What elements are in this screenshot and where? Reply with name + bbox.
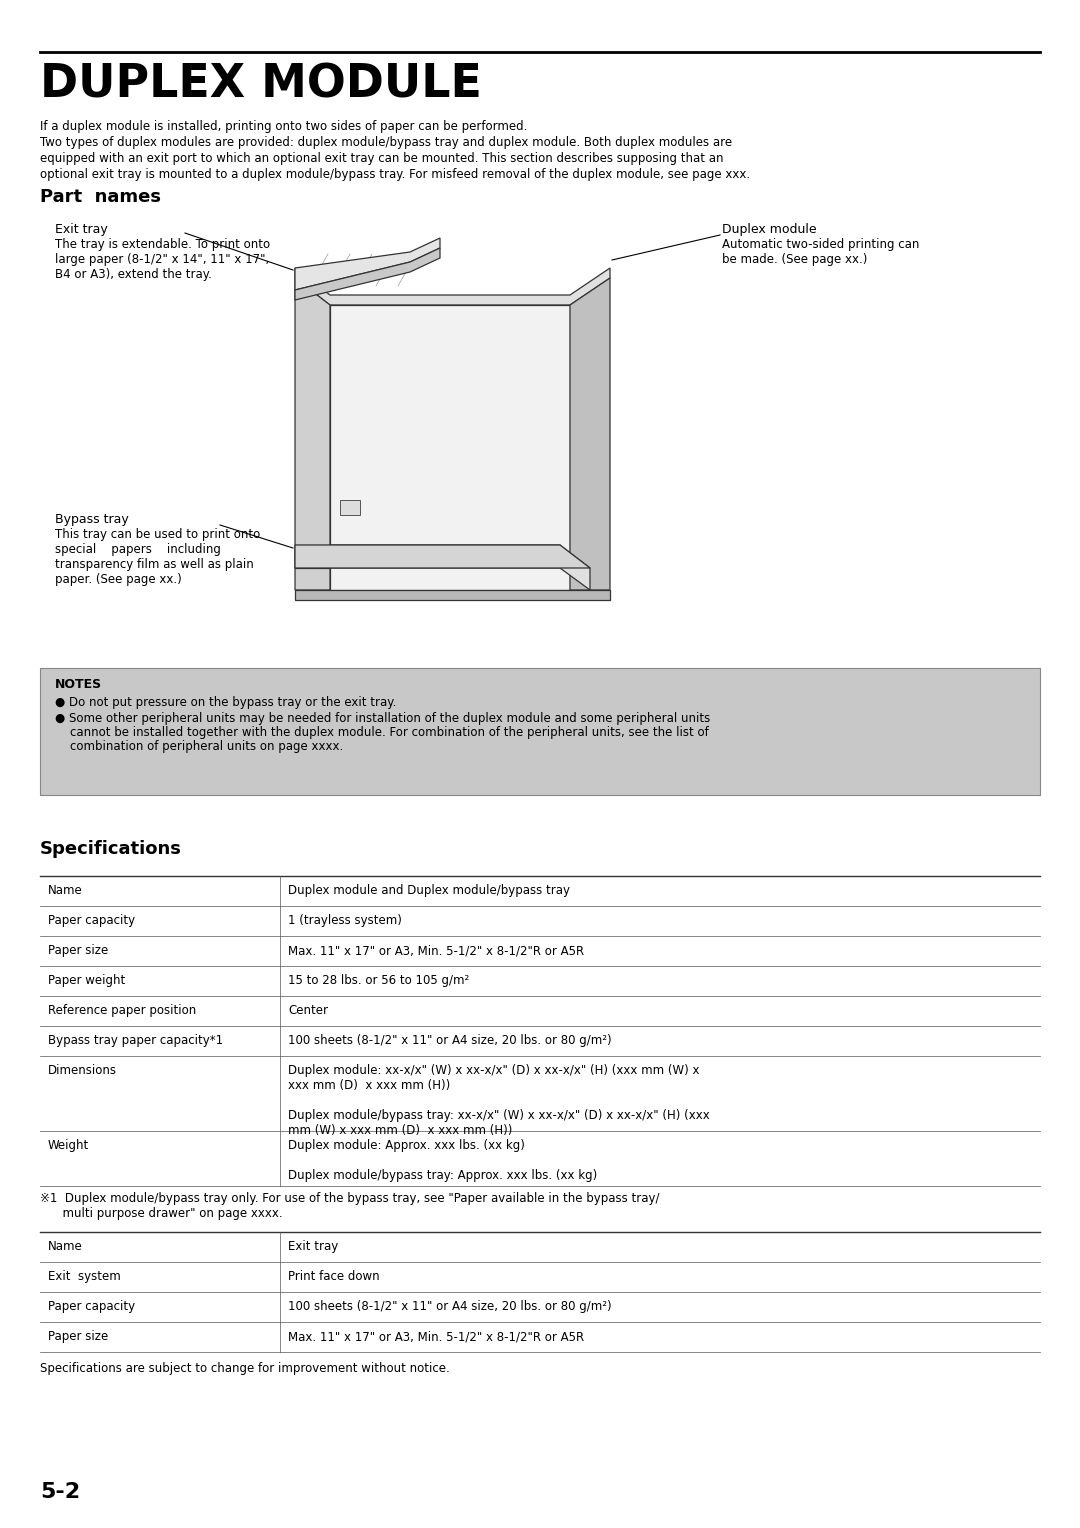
Text: The tray is extendable. To print onto
large paper (8-1/2" x 14", 11" x 17",
B4 o: The tray is extendable. To print onto la… <box>55 238 270 281</box>
Text: Name: Name <box>48 885 83 897</box>
Polygon shape <box>295 278 330 590</box>
Text: cannot be installed together with the duplex module. For combination of the peri: cannot be installed together with the du… <box>70 726 708 740</box>
Text: Weight: Weight <box>48 1138 90 1152</box>
Polygon shape <box>295 238 440 290</box>
Polygon shape <box>295 267 610 306</box>
Text: ● Do not put pressure on the bypass tray or the exit tray.: ● Do not put pressure on the bypass tray… <box>55 695 396 709</box>
Text: equipped with an exit port to which an optional exit tray can be mounted. This s: equipped with an exit port to which an o… <box>40 151 724 165</box>
Polygon shape <box>295 545 590 568</box>
Text: NOTES: NOTES <box>55 678 103 691</box>
Text: 5-2: 5-2 <box>40 1482 80 1502</box>
Text: 1 (trayless system): 1 (trayless system) <box>288 914 402 927</box>
Text: Part  names: Part names <box>40 188 161 206</box>
Polygon shape <box>340 500 360 515</box>
Text: Paper capacity: Paper capacity <box>48 914 135 927</box>
Text: Exit tray: Exit tray <box>55 223 108 235</box>
Text: Duplex module: Approx. xxx lbs. (xx kg)

Duplex module/bypass tray: Approx. xxx : Duplex module: Approx. xxx lbs. (xx kg) … <box>288 1138 597 1183</box>
Text: Name: Name <box>48 1241 83 1253</box>
Text: Automatic two-sided printing can
be made. (See page xx.): Automatic two-sided printing can be made… <box>723 238 919 266</box>
Text: This tray can be used to print onto
special    papers    including
transparency : This tray can be used to print onto spec… <box>55 529 260 587</box>
Text: 100 sheets (8-1/2" x 11" or A4 size, 20 lbs. or 80 g/m²): 100 sheets (8-1/2" x 11" or A4 size, 20 … <box>288 1300 611 1313</box>
Polygon shape <box>295 590 610 601</box>
Text: ● Some other peripheral units may be needed for installation of the duplex modul: ● Some other peripheral units may be nee… <box>55 712 711 724</box>
Text: 15 to 28 lbs. or 56 to 105 g/m²: 15 to 28 lbs. or 56 to 105 g/m² <box>288 973 469 987</box>
Text: optional exit tray is mounted to a duplex module/bypass tray. For misfeed remova: optional exit tray is mounted to a duple… <box>40 168 751 180</box>
FancyBboxPatch shape <box>40 668 1040 795</box>
Text: Dimensions: Dimensions <box>48 1063 117 1077</box>
Text: Paper weight: Paper weight <box>48 973 125 987</box>
Text: Max. 11" x 17" or A3, Min. 5-1/2" x 8-1/2"R or A5R: Max. 11" x 17" or A3, Min. 5-1/2" x 8-1/… <box>288 1329 584 1343</box>
Text: Paper size: Paper size <box>48 944 108 957</box>
Text: Paper size: Paper size <box>48 1329 108 1343</box>
Polygon shape <box>330 306 570 590</box>
Text: Reference paper position: Reference paper position <box>48 1004 197 1018</box>
Text: If a duplex module is installed, printing onto two sides of paper can be perform: If a duplex module is installed, printin… <box>40 121 527 133</box>
Text: Specifications: Specifications <box>40 840 181 859</box>
Text: Duplex module: Duplex module <box>723 223 816 235</box>
Text: Bypass tray paper capacity*1: Bypass tray paper capacity*1 <box>48 1034 224 1047</box>
Text: combination of peripheral units on page xxxx.: combination of peripheral units on page … <box>70 740 343 753</box>
Text: DUPLEX MODULE: DUPLEX MODULE <box>40 63 482 107</box>
Text: multi purpose drawer" on page xxxx.: multi purpose drawer" on page xxxx. <box>40 1207 283 1219</box>
Text: Specifications are subject to change for improvement without notice.: Specifications are subject to change for… <box>40 1361 449 1375</box>
Polygon shape <box>330 545 590 590</box>
Text: Bypass tray: Bypass tray <box>55 513 129 526</box>
Text: Print face down: Print face down <box>288 1270 380 1284</box>
Polygon shape <box>295 545 330 568</box>
Text: 100 sheets (8-1/2" x 11" or A4 size, 20 lbs. or 80 g/m²): 100 sheets (8-1/2" x 11" or A4 size, 20 … <box>288 1034 611 1047</box>
Polygon shape <box>295 248 440 299</box>
Text: Exit  system: Exit system <box>48 1270 121 1284</box>
Text: Paper capacity: Paper capacity <box>48 1300 135 1313</box>
Text: Max. 11" x 17" or A3, Min. 5-1/2" x 8-1/2"R or A5R: Max. 11" x 17" or A3, Min. 5-1/2" x 8-1/… <box>288 944 584 957</box>
Text: Duplex module and Duplex module/bypass tray: Duplex module and Duplex module/bypass t… <box>288 885 570 897</box>
Text: Exit tray: Exit tray <box>288 1241 338 1253</box>
Text: Center: Center <box>288 1004 328 1018</box>
Text: ※1  Duplex module/bypass tray only. For use of the bypass tray, see "Paper avail: ※1 Duplex module/bypass tray only. For u… <box>40 1192 660 1206</box>
Text: Two types of duplex modules are provided: duplex module/bypass tray and duplex m: Two types of duplex modules are provided… <box>40 136 732 150</box>
Polygon shape <box>570 278 610 590</box>
Text: Duplex module: xx-x/x" (W) x xx-x/x" (D) x xx-x/x" (H) (xxx mm (W) x
xxx mm (D) : Duplex module: xx-x/x" (W) x xx-x/x" (D)… <box>288 1063 710 1137</box>
